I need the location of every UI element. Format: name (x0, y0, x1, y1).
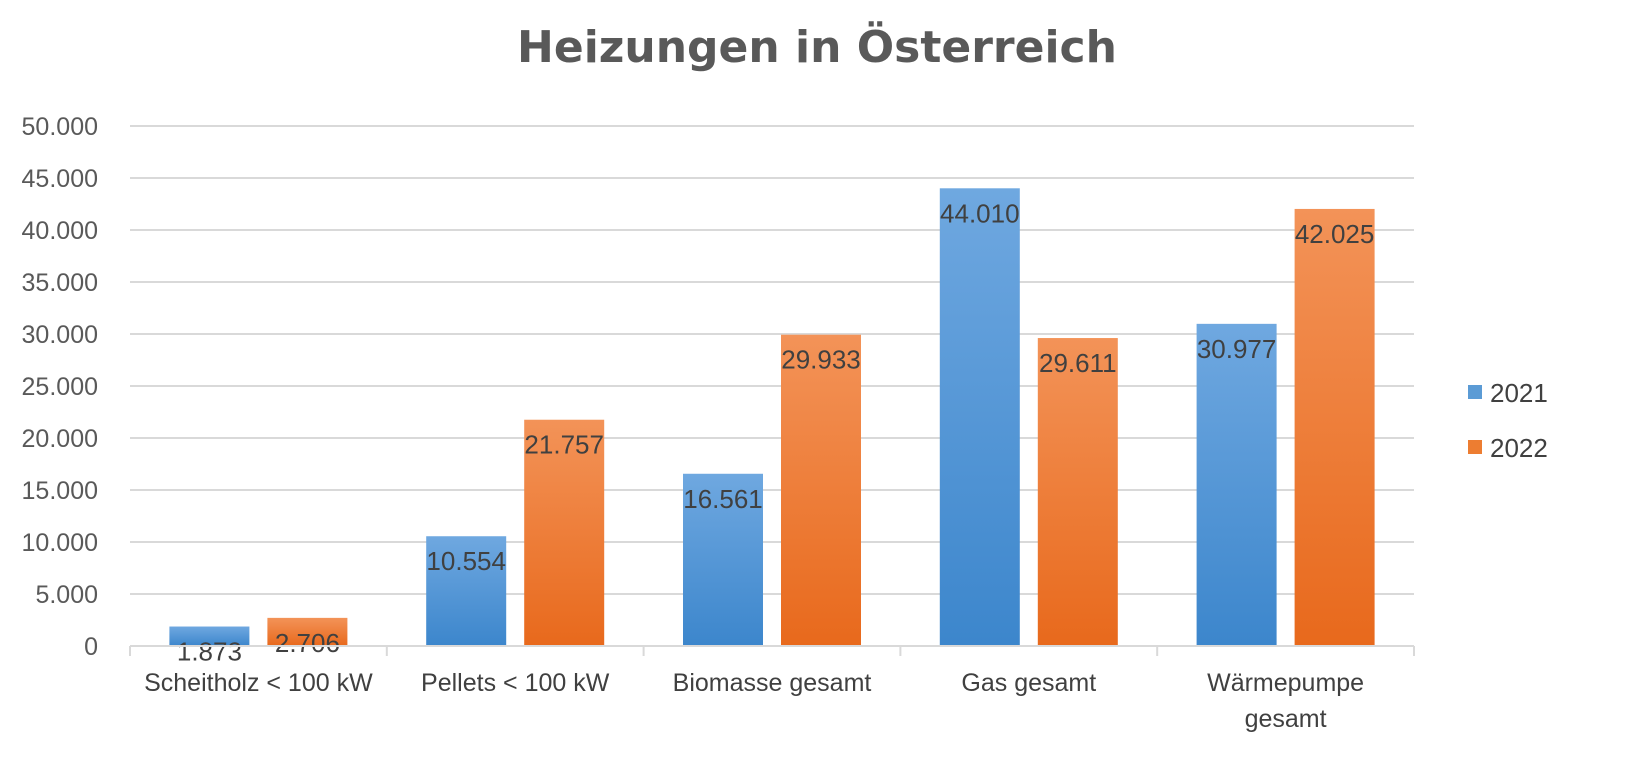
category-label: Biomasse gesamt (673, 669, 872, 697)
legend-label: 2021 (1490, 378, 1548, 408)
bar-2022 (781, 334, 861, 646)
bar-2021 (683, 473, 763, 646)
data-label: 21.757 (524, 430, 604, 460)
y-tick-label: 25.000 (22, 373, 98, 401)
y-tick-label: 20.000 (22, 425, 98, 453)
chart-title: Heizungen in Österreich (517, 22, 1117, 73)
data-label: 1.873 (177, 637, 242, 667)
legend-swatch-2022 (1468, 440, 1482, 454)
y-tick-label: 30.000 (22, 321, 98, 349)
bar-2021 (426, 536, 507, 646)
bar-2021 (169, 626, 250, 646)
y-tick-label: 15.000 (22, 477, 98, 505)
y-tick-label: 40.000 (22, 217, 98, 245)
bar-2022 (524, 419, 605, 646)
bar-2022 (1294, 208, 1375, 646)
data-label: 29.933 (781, 345, 861, 375)
bars (169, 188, 1375, 646)
bar-2022 (267, 617, 348, 646)
category-label: Pellets < 100 kW (421, 669, 610, 697)
bar-2022 (1037, 338, 1118, 646)
category-label: Gas gesamt (961, 669, 1096, 697)
category-label: gesamt (1245, 705, 1327, 733)
x-axis: Scheitholz < 100 kW Pellets < 100 kW Bioma… (129, 645, 1415, 733)
data-label: 42.025 (1295, 219, 1375, 249)
y-tick-label: 50.000 (22, 113, 98, 141)
y-tick-label: 45.000 (22, 165, 98, 193)
y-tick-label: 5.000 (35, 581, 98, 609)
data-label: 44.010 (940, 198, 1020, 228)
bar-2021 (939, 188, 1020, 646)
data-label: 10.554 (426, 546, 506, 576)
data-label: 2.706 (275, 628, 340, 658)
legend-swatch-2021 (1468, 385, 1482, 399)
category-label: Wärmepumpe (1207, 669, 1364, 697)
y-tick-label: 10.000 (22, 529, 98, 557)
legend: 2021 2022 (1468, 378, 1548, 463)
y-tick-label: 35.000 (22, 269, 98, 297)
y-tick-label: 0 (84, 633, 98, 661)
bar-2021 (1196, 323, 1277, 646)
data-label: 30.977 (1197, 334, 1277, 364)
data-label: 16.561 (683, 484, 763, 514)
category-label: Scheitholz < 100 kW (144, 669, 373, 697)
data-labels: 1.873 2.706 10.554 21.757 16.561 29.933 44.010… (177, 198, 1375, 666)
data-label: 29.611 (1039, 348, 1117, 378)
gridlines (130, 125, 1414, 647)
legend-label: 2022 (1490, 433, 1548, 463)
y-axis-ticks: 0 5.000 10.000 15.000 20.000 25.000 30.000 35.0… (22, 113, 98, 661)
